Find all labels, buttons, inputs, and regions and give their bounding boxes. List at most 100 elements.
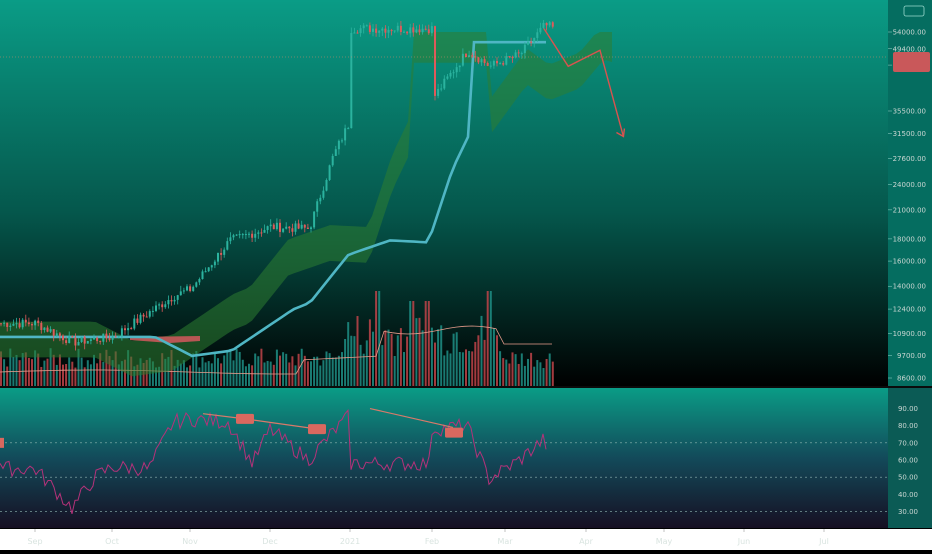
candle-body [341, 140, 343, 142]
time-tick-label: Nov [182, 537, 198, 546]
candle-body [502, 63, 505, 65]
oscillator-line [0, 409, 547, 515]
candle-body [421, 28, 424, 33]
volume-bar [418, 317, 421, 386]
volume-bar [248, 363, 250, 386]
candle-body [142, 314, 145, 317]
candle-body [170, 300, 173, 302]
candle-body [130, 328, 133, 330]
volume-bar [424, 301, 427, 386]
candle-body [483, 59, 486, 63]
volume-bar [452, 333, 455, 386]
candle-body [18, 323, 21, 328]
candle-body [58, 333, 61, 336]
volume-bar [427, 301, 430, 386]
candle-body [440, 88, 443, 90]
volume-bar [492, 328, 495, 386]
volume-bar [437, 329, 440, 386]
candle-body [294, 223, 297, 232]
candle-body [520, 53, 523, 55]
candle-body [427, 29, 430, 34]
candle-body [387, 29, 390, 33]
candle-body [325, 179, 328, 191]
candle-body [527, 41, 529, 45]
price-tick-label: 21000.00 [893, 206, 926, 214]
candle-body [365, 25, 368, 27]
candle-body [381, 28, 384, 31]
candle-body [477, 57, 480, 63]
candle-body [303, 224, 306, 228]
divergence-line [244, 418, 319, 430]
price-tick-label: 35500.00 [893, 107, 926, 115]
time-tick-label: Dec [262, 537, 277, 546]
candle-body [418, 29, 421, 33]
candle-body [257, 232, 260, 234]
candle-body [43, 327, 46, 331]
candle-body [443, 78, 446, 89]
volume-bar [523, 365, 526, 386]
candle-body [176, 295, 179, 300]
volume-bar [365, 340, 368, 386]
candle-body [220, 252, 223, 255]
candle-body [117, 336, 120, 338]
candle-body [288, 226, 291, 229]
volume-bar [300, 348, 303, 386]
price-tick-label: 8600.00 [897, 375, 926, 383]
volume-bar [260, 348, 263, 386]
oscillator-tick-label: 60.00 [898, 457, 918, 465]
candle-body [213, 261, 216, 266]
candle-body [539, 27, 542, 33]
chart-settings-button[interactable] [903, 5, 925, 17]
candle-body [111, 336, 114, 340]
volume-bar [344, 339, 347, 386]
candle-body [164, 304, 167, 308]
price-tick-label: 10900.00 [893, 330, 926, 338]
candle-body [461, 53, 464, 66]
volume-bar [55, 364, 58, 386]
volume-bar [158, 366, 161, 386]
volume-bar [334, 357, 337, 386]
candle-body [186, 286, 188, 291]
candle-body [96, 337, 99, 342]
candle-body [468, 55, 471, 58]
candle-body [52, 329, 55, 336]
candle-body [499, 63, 502, 65]
candle-body [235, 234, 238, 236]
candle-body [201, 271, 204, 280]
volume-bar [179, 363, 182, 386]
candle-body [313, 211, 316, 228]
volume-bar [514, 354, 517, 386]
volume-bar [86, 360, 89, 386]
volume-bar [217, 358, 219, 386]
volume-bar [111, 360, 114, 386]
candle-body [167, 300, 170, 305]
volume-bar [272, 364, 275, 386]
volume-bar [483, 339, 486, 386]
candle-body [77, 341, 80, 346]
volume-bar [251, 365, 254, 386]
time-tick-label: 2021 [340, 537, 360, 546]
oscillator-tick-label: 80.00 [898, 422, 918, 430]
volume-bar [337, 355, 340, 386]
volume-bar [192, 353, 195, 386]
volume-bar [9, 348, 12, 386]
candle-body [24, 319, 27, 323]
volume-bar [455, 332, 458, 386]
candle-body [406, 31, 409, 34]
volume-bar [486, 291, 489, 386]
volume-bar [331, 357, 334, 386]
divergence-marker [0, 437, 4, 448]
candle-body [514, 52, 517, 58]
candle-body [189, 286, 192, 291]
candle-body [437, 88, 440, 96]
price-tick-label: 12400.00 [893, 306, 926, 314]
candle-body [151, 310, 154, 312]
candles [0, 20, 554, 351]
volume-bar [403, 352, 405, 386]
candle-body [0, 323, 2, 325]
candle-body [409, 27, 412, 34]
candle-body [254, 233, 257, 238]
volume-bar [254, 353, 257, 386]
